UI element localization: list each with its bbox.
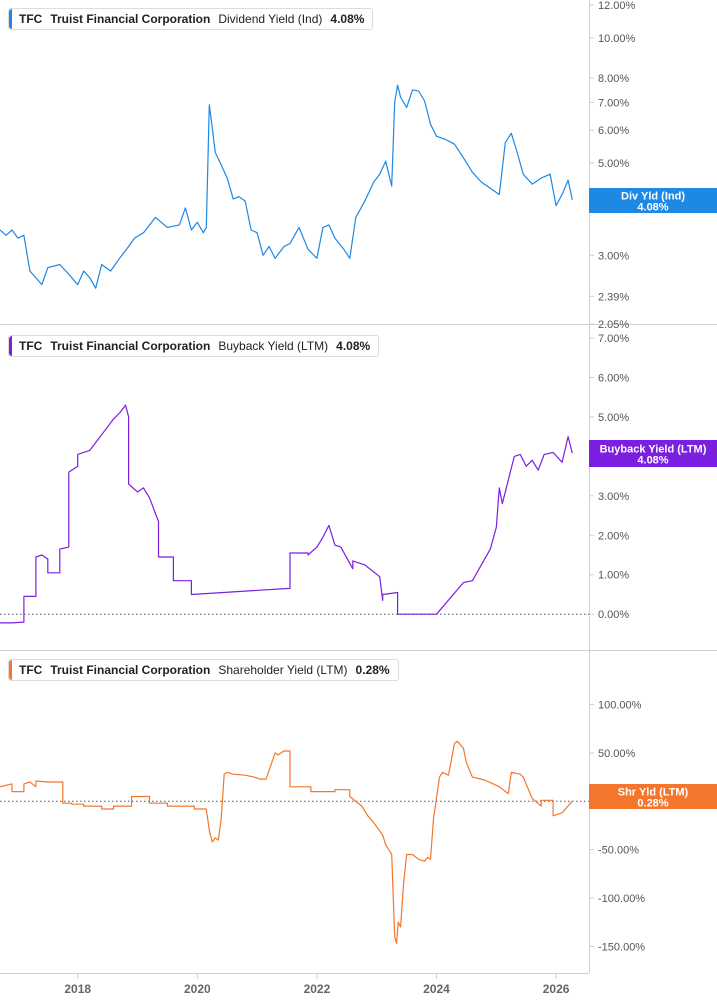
y-tick-label: 12.00%	[598, 0, 636, 12]
value-tag: Buyback Yield (LTM)4.08%	[589, 440, 717, 467]
x-axis: 2018 2020 2022 2024 2026	[64, 973, 570, 996]
value-tag-value: 0.28%	[637, 798, 668, 810]
legend-color-swatch	[9, 9, 12, 29]
x-tick-label: 2018	[64, 982, 91, 996]
value-tag-name: Buyback Yield (LTM)	[600, 444, 707, 456]
y-tick-label: 2.05%	[598, 319, 629, 331]
buyback-yield-legend[interactable]: TFC Truist Financial Corporation Buyback…	[8, 335, 380, 357]
y-tick-label: 8.00%	[598, 73, 629, 85]
y-tick-label: -100.00%	[598, 893, 645, 905]
series-line[interactable]	[0, 84, 573, 289]
y-tick-label: 1.00%	[598, 570, 629, 582]
chart-panels: 12.00%10.00%8.00%7.00%6.00%5.00%4.00%3.0…	[0, 0, 717, 953]
value-tag-name: Shr Yld (LTM)	[618, 787, 689, 799]
y-tick-label: 0.00%	[598, 609, 629, 621]
y-tick-label: 7.00%	[598, 333, 629, 345]
shareholder-yield-legend[interactable]: TFC Truist Financial Corporation Shareho…	[8, 659, 399, 681]
legend-metric: Shareholder Yield (LTM)	[218, 663, 348, 677]
panel-1: 7.00%6.00%5.00%4.00%3.00%2.00%1.00%0.00%…	[0, 333, 717, 624]
y-tick-label: 6.00%	[598, 125, 629, 137]
dividend-yield-legend[interactable]: TFC Truist Financial Corporation Dividen…	[8, 8, 374, 30]
legend-color-swatch	[9, 660, 12, 680]
y-tick-label: 6.00%	[598, 372, 629, 384]
y-tick-label: 2.00%	[598, 530, 629, 542]
legend-ticker: TFC	[19, 339, 43, 353]
legend-value: 0.28%	[355, 663, 390, 677]
legend-company: Truist Financial Corporation	[50, 12, 211, 26]
y-tick-label: 5.00%	[598, 158, 629, 170]
y-tick-label: 10.00%	[598, 33, 636, 45]
x-tick-label: 2024	[423, 982, 450, 996]
x-tick-label: 2026	[543, 982, 570, 996]
legend-metric: Dividend Yield (Ind)	[218, 12, 323, 26]
value-tag-background	[589, 188, 717, 213]
panel-2: 100.00%50.00%0.00%-50.00%-100.00%-150.00…	[0, 700, 717, 953]
legend-value: 4.08%	[336, 339, 371, 353]
value-tag-value: 4.08%	[637, 455, 668, 467]
legend-ticker: TFC	[19, 663, 43, 677]
x-tick-label: 2022	[304, 982, 331, 996]
value-tag-value: 4.08%	[637, 202, 668, 214]
y-tick-label: 100.00%	[598, 700, 642, 712]
legend-color-swatch	[9, 336, 12, 356]
value-tag-background	[589, 440, 717, 467]
series-line[interactable]	[0, 740, 573, 945]
y-tick-label: 7.00%	[598, 97, 629, 109]
x-tick-label: 2020	[184, 982, 211, 996]
y-tick-label: 2.39%	[598, 291, 629, 303]
y-tick-label: 5.00%	[598, 412, 629, 424]
y-tick-label: 3.00%	[598, 491, 629, 503]
value-tag-background	[589, 784, 717, 809]
y-tick-label: 50.00%	[598, 748, 636, 760]
series-line[interactable]	[0, 404, 573, 624]
legend-company: Truist Financial Corporation	[50, 663, 211, 677]
y-tick-label: -50.00%	[598, 845, 639, 857]
value-tag-name: Div Yld (Ind)	[621, 191, 685, 203]
legend-value: 4.08%	[330, 12, 365, 26]
legend-company: Truist Financial Corporation	[50, 339, 211, 353]
y-tick-label: -150.00%	[598, 941, 645, 953]
legend-metric: Buyback Yield (LTM)	[218, 339, 329, 353]
legend-ticker: TFC	[19, 12, 43, 26]
value-tag: Div Yld (Ind)4.08%	[589, 188, 717, 214]
y-tick-label: 3.00%	[598, 250, 629, 262]
panel-0: 12.00%10.00%8.00%7.00%6.00%5.00%4.00%3.0…	[0, 0, 717, 331]
value-tag: Shr Yld (LTM)0.28%	[589, 784, 717, 810]
